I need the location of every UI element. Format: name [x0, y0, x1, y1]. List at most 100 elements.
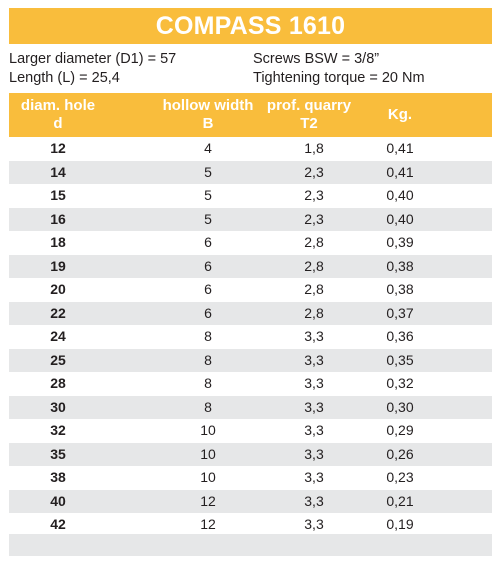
cell-kg: 0,19 [386, 516, 414, 532]
cell-prof-quarry: 2,3 [304, 187, 324, 203]
table-row: 22 6 2,8 0,37 [9, 301, 492, 325]
cell-hollow-width: 4 [204, 140, 212, 156]
table-row: 30 8 3,3 0,30 [9, 395, 492, 419]
table-row: 38 10 3,3 0,23 [9, 466, 492, 490]
spec-larger-diameter: Larger diameter (D1) = 57 [9, 51, 177, 67]
table-header: diam. hole d hollow width B prof. quarry… [9, 93, 492, 137]
cell-diam: 30 [50, 398, 66, 415]
cell-hollow-width: 12 [200, 516, 216, 532]
cell-kg: 0,32 [386, 375, 414, 391]
cell-diam: 15 [50, 187, 66, 203]
spec-length: Length (L) = 25,4 [9, 70, 120, 86]
table-row: 25 8 3,3 0,35 [9, 348, 492, 372]
header-prof-quarry: prof. quarry T2 [261, 97, 357, 133]
cell-diam: 18 [50, 234, 66, 250]
spec-screws: Screws BSW = 3/8” [253, 51, 380, 67]
cell-hollow-width: 10 [200, 445, 216, 462]
cell-prof-quarry: 1,8 [304, 140, 324, 156]
header-diam-label: diam. hole [20, 97, 96, 114]
cell-diam: 14 [50, 163, 66, 180]
table-row: 12 4 1,8 0,41 [9, 137, 492, 161]
cell-prof-quarry: 3,3 [304, 516, 324, 532]
cell-kg: 0,41 [386, 140, 414, 156]
cell-diam: 12 [50, 140, 66, 156]
cell-diam: 38 [50, 469, 66, 485]
product-title: COMPASS 1610 [155, 11, 346, 40]
cell-hollow-width: 8 [204, 351, 212, 368]
cell-diam: 16 [50, 210, 66, 227]
cell-hollow-width: 12 [200, 492, 216, 509]
cell-prof-quarry: 2,3 [304, 163, 324, 180]
header-prof-label: prof. quarry [266, 97, 352, 114]
cell-kg: 0,29 [386, 422, 414, 438]
table-row: 19 6 2,8 0,38 [9, 254, 492, 278]
table-row: 15 5 2,3 0,40 [9, 184, 492, 208]
table-row: 14 5 2,3 0,41 [9, 160, 492, 184]
header-prof-symbol: T2 [300, 115, 318, 132]
header-diam-hole: diam. hole d [9, 97, 107, 133]
cell-hollow-width: 6 [204, 234, 212, 250]
cell-kg: 0,36 [386, 328, 414, 344]
cell-kg: 0,23 [386, 469, 414, 485]
cell-prof-quarry: 3,3 [304, 445, 324, 462]
cell-diam: 24 [50, 328, 66, 344]
cell-kg: 0,40 [386, 210, 414, 227]
table-row: 28 8 3,3 0,32 [9, 372, 492, 396]
cell-hollow-width: 10 [200, 422, 216, 438]
header-diam-symbol: d [53, 115, 63, 132]
cell-diam: 28 [50, 375, 66, 391]
cell-diam: 40 [50, 492, 66, 509]
cell-prof-quarry: 2,8 [304, 257, 324, 274]
header-kg: Kg. [375, 106, 425, 124]
table-footer-stripe [9, 534, 492, 556]
cell-kg: 0,41 [386, 163, 414, 180]
cell-kg: 0,21 [386, 492, 414, 509]
cell-prof-quarry: 3,3 [304, 398, 324, 415]
cell-kg: 0,40 [386, 187, 414, 203]
cell-diam: 42 [50, 516, 66, 532]
cell-kg: 0,26 [386, 445, 414, 462]
cell-hollow-width: 6 [204, 304, 212, 321]
cell-prof-quarry: 3,3 [304, 422, 324, 438]
cell-prof-quarry: 2,8 [304, 234, 324, 250]
cell-hollow-width: 8 [204, 328, 212, 344]
cell-diam: 19 [50, 257, 66, 274]
table-row: 16 5 2,3 0,40 [9, 207, 492, 231]
cell-kg: 0,37 [386, 304, 414, 321]
cell-prof-quarry: 3,3 [304, 328, 324, 344]
header-hollow-symbol: B [202, 115, 214, 132]
cell-hollow-width: 5 [204, 163, 212, 180]
table-row: 40 12 3,3 0,21 [9, 489, 492, 513]
cell-prof-quarry: 3,3 [304, 351, 324, 368]
header-kg-label: Kg. [387, 106, 413, 123]
title-bar: COMPASS 1610 [9, 8, 492, 44]
cell-diam: 20 [50, 281, 66, 297]
cell-hollow-width: 8 [204, 398, 212, 415]
cell-kg: 0,39 [386, 234, 414, 250]
table-row: 35 10 3,3 0,26 [9, 442, 492, 466]
table-body: 12 4 1,8 0,41 14 5 2,3 0,41 15 5 2,3 0,40 16 5 2,3 0,40… [9, 137, 492, 537]
cell-diam: 32 [50, 422, 66, 438]
cell-hollow-width: 5 [204, 187, 212, 203]
table-row: 20 6 2,8 0,38 [9, 278, 492, 302]
cell-hollow-width: 6 [204, 257, 212, 274]
cell-hollow-width: 8 [204, 375, 212, 391]
specifications: Larger diameter (D1) = 57 Length (L) = 2… [9, 50, 492, 90]
cell-prof-quarry: 3,3 [304, 492, 324, 509]
cell-kg: 0,35 [386, 351, 414, 368]
table-row: 18 6 2,8 0,39 [9, 231, 492, 255]
cell-hollow-width: 10 [200, 469, 216, 485]
header-hollow-label: hollow width [162, 97, 254, 114]
table-row: 42 12 3,3 0,19 [9, 513, 492, 537]
cell-prof-quarry: 2,3 [304, 210, 324, 227]
cell-diam: 25 [50, 351, 66, 368]
cell-diam: 22 [50, 304, 66, 321]
cell-hollow-width: 5 [204, 210, 212, 227]
cell-diam: 35 [50, 445, 66, 462]
cell-prof-quarry: 3,3 [304, 469, 324, 485]
cell-prof-quarry: 2,8 [304, 281, 324, 297]
cell-prof-quarry: 2,8 [304, 304, 324, 321]
table-row: 32 10 3,3 0,29 [9, 419, 492, 443]
cell-kg: 0,30 [386, 398, 414, 415]
